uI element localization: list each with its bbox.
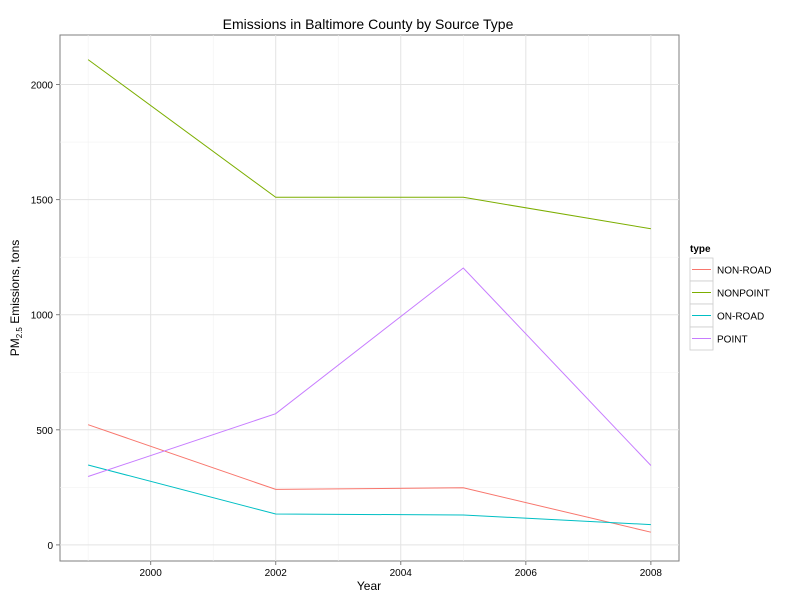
x-tick-label: 2002: [265, 568, 288, 579]
y-axis-title-main: PM: [8, 338, 22, 356]
legend-label-point: POINT: [717, 335, 748, 346]
legend-title: type: [690, 244, 711, 255]
y-tick-label: 1500: [31, 196, 54, 207]
x-axis-ticks: 2000 2002 2004 2006 2008: [140, 561, 663, 579]
legend-label-on-road: ON-ROAD: [717, 312, 764, 323]
plot-panel: [59, 34, 680, 562]
y-tick-label: 0: [47, 541, 53, 552]
legend-label-nonpoint: NONPOINT: [717, 289, 770, 300]
series-line-on-road: [87, 464, 651, 526]
series-line-point: [87, 267, 652, 477]
y-tick-label: 2000: [31, 80, 54, 91]
grid-lines: [60, 35, 679, 561]
chart-title: Emissions in Baltimore County by Source …: [223, 16, 514, 32]
y-axis-title-subscript: 2.5: [15, 327, 24, 339]
y-tick-label: 1000: [31, 311, 54, 322]
series-lines: [87, 59, 652, 533]
series-line-nonpoint: [87, 59, 651, 230]
x-tick-label: 2008: [640, 568, 663, 579]
y-axis-title: PM2.5 Emissions, tons: [8, 240, 24, 357]
x-tick-label: 2004: [390, 568, 413, 579]
x-axis-title: Year: [357, 579, 381, 593]
y-axis-ticks: 0 500 1000 1500 2000: [31, 80, 60, 552]
y-tick-label: 500: [36, 426, 53, 437]
legend-label-non-road: NON-ROAD: [717, 266, 771, 277]
x-tick-label: 2000: [140, 568, 163, 579]
legend: type NON-ROAD NONPOINT ON-ROAD POINT: [689, 244, 771, 351]
y-axis-title-tail: Emissions, tons: [8, 240, 22, 327]
x-tick-label: 2006: [515, 568, 538, 579]
series-line-non-road: [87, 424, 652, 533]
